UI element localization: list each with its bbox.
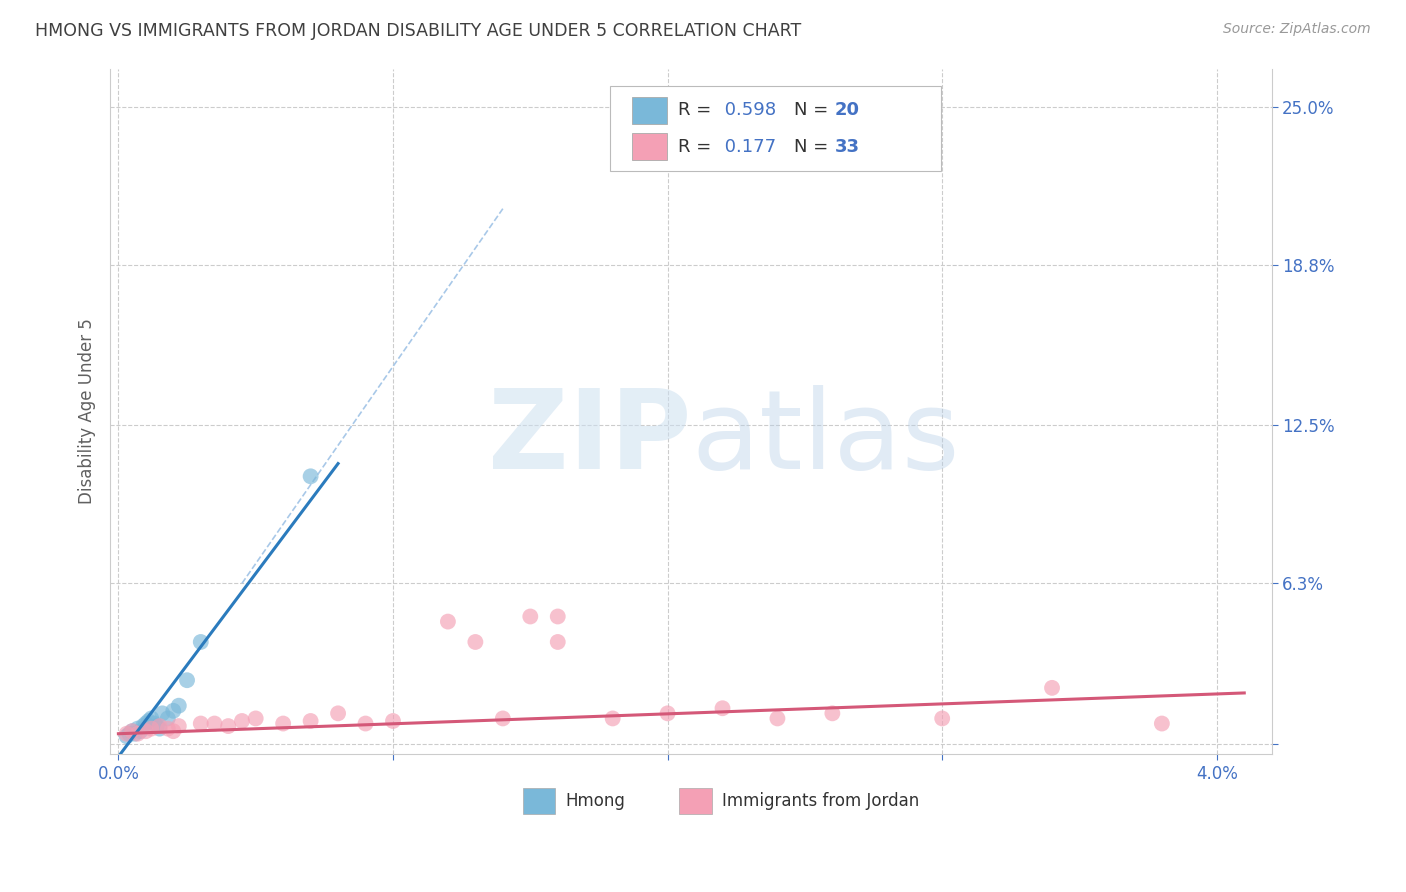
Text: atlas: atlas (690, 385, 959, 492)
FancyBboxPatch shape (631, 133, 666, 161)
Point (124, 727, 146, 741)
Point (135, 716, 157, 731)
Point (146, 719, 169, 733)
Point (121, 724, 143, 739)
Point (127, 722, 149, 736)
FancyBboxPatch shape (631, 96, 666, 124)
Text: N =: N = (794, 102, 834, 120)
Point (231, 714, 253, 728)
Text: HMONG VS IMMIGRANTS FROM JORDAN DISABILITY AGE UNDER 5 CORRELATION CHART: HMONG VS IMMIGRANTS FROM JORDAN DISABILI… (35, 22, 801, 40)
Point (115, 727, 138, 741)
Point (129, 724, 152, 739)
FancyBboxPatch shape (679, 789, 711, 814)
Point (138, 714, 160, 728)
Point (382, 714, 405, 728)
Point (190, 716, 212, 731)
Point (354, 716, 377, 731)
Text: ZIP: ZIP (488, 385, 690, 492)
Text: 33: 33 (835, 137, 860, 155)
Text: Hmong: Hmong (565, 792, 626, 810)
Point (121, 724, 143, 739)
Point (657, 706, 679, 721)
Point (437, 615, 460, 629)
Point (141, 722, 163, 736)
Point (149, 719, 172, 733)
Text: 0.598: 0.598 (718, 102, 776, 120)
Point (931, 711, 953, 725)
Point (132, 719, 155, 733)
Text: N =: N = (794, 137, 834, 155)
Point (167, 698, 190, 713)
Point (326, 706, 349, 721)
Point (821, 706, 844, 721)
Point (766, 711, 789, 725)
FancyBboxPatch shape (610, 86, 941, 171)
Text: Source: ZipAtlas.com: Source: ZipAtlas.com (1223, 22, 1371, 37)
Y-axis label: Disability Age Under 5: Disability Age Under 5 (79, 318, 96, 504)
Point (118, 727, 141, 741)
FancyBboxPatch shape (523, 789, 555, 814)
Point (149, 722, 172, 736)
Point (156, 711, 179, 725)
Point (547, 635, 569, 649)
Text: Immigrants from Jordan: Immigrants from Jordan (723, 792, 920, 810)
Point (271, 716, 294, 731)
Point (245, 711, 267, 725)
Point (217, 719, 239, 733)
Point (492, 711, 515, 725)
Text: 0.177: 0.177 (718, 137, 776, 155)
Text: R =: R = (678, 137, 717, 155)
Point (156, 722, 179, 736)
Point (519, 609, 541, 624)
Point (299, 714, 322, 728)
Point (150, 706, 173, 721)
Point (127, 727, 149, 741)
Point (176, 673, 198, 688)
Point (204, 716, 226, 731)
Point (162, 724, 184, 739)
Point (115, 729, 138, 743)
Point (711, 701, 734, 715)
Text: R =: R = (678, 102, 717, 120)
Point (602, 711, 624, 725)
Point (162, 704, 184, 718)
Point (547, 609, 569, 624)
Point (135, 724, 157, 739)
Point (167, 719, 190, 733)
Text: 20: 20 (835, 102, 860, 120)
Point (1150, 716, 1173, 731)
Point (1040, 681, 1063, 695)
Point (464, 635, 486, 649)
Point (141, 711, 163, 725)
Point (143, 716, 166, 731)
Point (299, 469, 322, 483)
Point (190, 635, 212, 649)
